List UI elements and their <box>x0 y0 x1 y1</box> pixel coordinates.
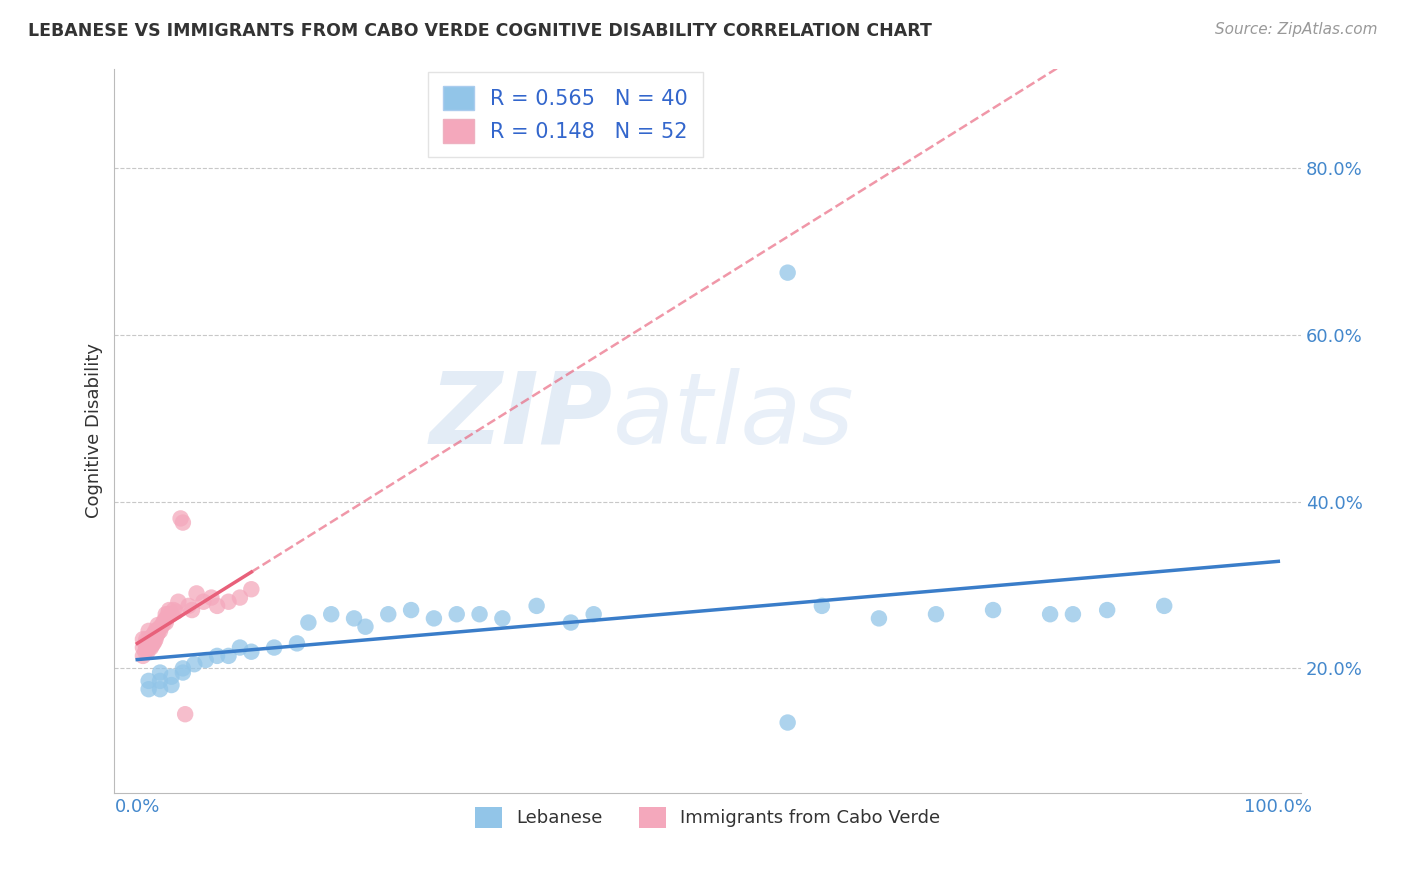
Legend: Lebanese, Immigrants from Cabo Verde: Lebanese, Immigrants from Cabo Verde <box>468 800 948 835</box>
Point <box>167 595 190 609</box>
Point <box>263 640 285 655</box>
Point <box>143 634 166 648</box>
Point <box>160 670 183 684</box>
Point <box>285 636 308 650</box>
Point <box>145 632 167 647</box>
Point <box>925 607 948 622</box>
Point <box>321 607 343 622</box>
Point <box>152 615 174 630</box>
Point <box>172 516 194 530</box>
Text: LEBANESE VS IMMIGRANTS FROM CABO VERDE COGNITIVE DISABILITY CORRELATION CHART: LEBANESE VS IMMIGRANTS FROM CABO VERDE C… <box>28 22 932 40</box>
Point <box>174 707 197 722</box>
Point <box>868 611 890 625</box>
Point <box>229 591 252 605</box>
Point <box>138 624 160 638</box>
Point <box>149 673 172 688</box>
Point <box>141 630 163 644</box>
Point <box>177 599 200 613</box>
Point <box>181 603 204 617</box>
Point <box>165 605 187 619</box>
Point <box>157 603 180 617</box>
Point <box>240 582 263 597</box>
Point <box>146 626 169 640</box>
Point <box>138 682 160 697</box>
Point <box>468 607 491 622</box>
Point <box>399 603 422 617</box>
Point <box>149 624 172 638</box>
Point <box>776 715 799 730</box>
Point <box>981 603 1004 617</box>
Point <box>446 607 468 622</box>
Point <box>1153 599 1175 613</box>
Point <box>160 678 183 692</box>
Point <box>423 611 446 625</box>
Point <box>145 628 167 642</box>
Point <box>132 648 155 663</box>
Point <box>134 636 156 650</box>
Point <box>491 611 513 625</box>
Point <box>193 595 215 609</box>
Point <box>218 648 240 663</box>
Point <box>240 645 263 659</box>
Point <box>155 607 177 622</box>
Point <box>205 648 228 663</box>
Point <box>377 607 399 622</box>
Point <box>142 628 165 642</box>
Point <box>229 640 252 655</box>
Point <box>153 613 176 627</box>
Point <box>354 620 377 634</box>
Point <box>136 636 159 650</box>
Point <box>172 665 194 680</box>
Text: atlas: atlas <box>613 368 855 465</box>
Point <box>149 665 172 680</box>
Point <box>194 653 217 667</box>
Point <box>811 599 834 613</box>
Point <box>139 632 162 647</box>
Point <box>138 640 160 655</box>
Point <box>218 595 240 609</box>
Point <box>150 618 173 632</box>
Point <box>136 645 159 659</box>
Point <box>1095 603 1118 617</box>
Point <box>169 511 191 525</box>
Point <box>138 632 160 647</box>
Point <box>560 615 582 630</box>
Point <box>146 618 169 632</box>
Point <box>143 626 166 640</box>
Point <box>132 640 155 655</box>
Point <box>142 636 165 650</box>
Point <box>526 599 548 613</box>
Point <box>297 615 319 630</box>
Y-axis label: Cognitive Disability: Cognitive Disability <box>86 343 103 518</box>
Text: ZIP: ZIP <box>430 368 613 465</box>
Text: Source: ZipAtlas.com: Source: ZipAtlas.com <box>1215 22 1378 37</box>
Point <box>145 624 167 638</box>
Point <box>582 607 605 622</box>
Point <box>135 640 157 655</box>
Point <box>149 682 172 697</box>
Point <box>776 266 799 280</box>
Point <box>1039 607 1062 622</box>
Point <box>205 599 228 613</box>
Point <box>135 632 157 647</box>
Point <box>141 638 163 652</box>
Point <box>148 621 170 635</box>
Point <box>150 620 173 634</box>
Point <box>343 611 366 625</box>
Point <box>138 673 160 688</box>
Point <box>200 591 222 605</box>
Point <box>155 615 177 630</box>
Point <box>132 632 155 647</box>
Point <box>160 607 183 622</box>
Point <box>1062 607 1084 622</box>
Point <box>183 657 205 672</box>
Point <box>186 586 208 600</box>
Point <box>163 603 186 617</box>
Point <box>139 640 162 655</box>
Point <box>156 611 179 625</box>
Point <box>134 645 156 659</box>
Point <box>157 607 180 622</box>
Point <box>172 661 194 675</box>
